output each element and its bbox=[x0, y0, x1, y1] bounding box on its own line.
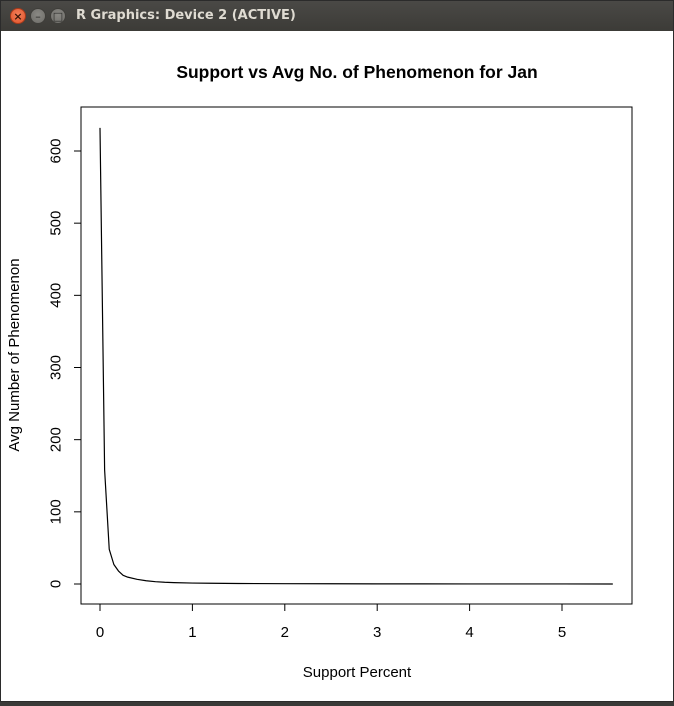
x-axis-label: Support Percent bbox=[303, 664, 412, 681]
x-axis: 0 1 2 3 4 5 bbox=[96, 603, 566, 641]
plot-area: Support vs Avg No. of Phenomenon for Jan… bbox=[1, 31, 673, 701]
x-tick-label: 5 bbox=[558, 624, 566, 641]
x-tick-label: 4 bbox=[465, 624, 473, 641]
y-axis: 0 100 200 300 400 500 600 bbox=[48, 138, 82, 588]
y-tick-label: 200 bbox=[48, 427, 65, 452]
x-tick-label: 3 bbox=[373, 624, 381, 641]
minimize-icon[interactable]: – bbox=[30, 8, 46, 24]
series-layer bbox=[99, 127, 613, 585]
y-tick-label: 400 bbox=[48, 283, 65, 308]
y-tick-label: 600 bbox=[48, 138, 65, 163]
x-tick-label: 0 bbox=[96, 624, 104, 641]
plot-box bbox=[80, 106, 633, 605]
y-tick-label: 0 bbox=[48, 580, 65, 588]
close-icon[interactable]: × bbox=[10, 8, 26, 24]
series-line bbox=[99, 127, 613, 585]
maximize-icon[interactable]: □ bbox=[50, 8, 66, 24]
y-tick-label: 300 bbox=[48, 355, 65, 380]
window-title: R Graphics: Device 2 (ACTIVE) bbox=[76, 8, 296, 23]
window-titlebar[interactable]: × – □ R Graphics: Device 2 (ACTIVE) bbox=[1, 1, 673, 32]
y-axis-label: Avg Number of Phenomenon bbox=[6, 258, 23, 451]
y-tick-label: 500 bbox=[48, 211, 65, 236]
x-tick-label: 2 bbox=[281, 624, 289, 641]
line-chart: Support vs Avg No. of Phenomenon for Jan… bbox=[6, 62, 633, 681]
chart-title: Support vs Avg No. of Phenomenon for Jan bbox=[176, 62, 537, 82]
y-tick-label: 100 bbox=[48, 499, 65, 524]
x-tick-label: 1 bbox=[188, 624, 196, 641]
